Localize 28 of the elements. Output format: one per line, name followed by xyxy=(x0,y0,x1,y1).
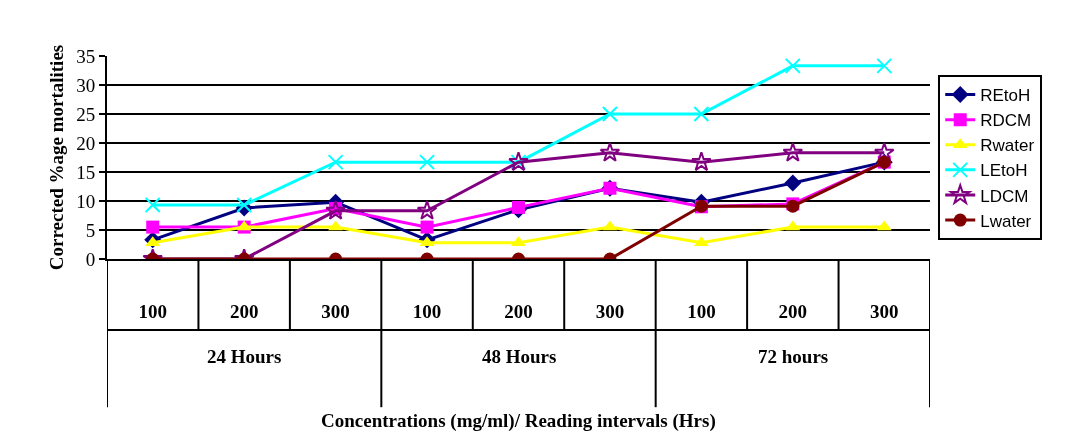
legend-label: Rwater xyxy=(980,136,1035,156)
x-tick-label: 300 xyxy=(870,300,899,322)
x-tick-label: 200 xyxy=(229,300,259,322)
y-tick-label: 30 xyxy=(76,74,96,96)
x-tick-label: 100 xyxy=(412,300,442,322)
y-tick-label: 20 xyxy=(76,132,96,154)
y-tick-label: 35 xyxy=(76,45,96,67)
x-tick-label: 300 xyxy=(595,300,625,322)
y-tick-label: 5 xyxy=(85,219,96,241)
legend-label: Lwater xyxy=(980,211,1032,231)
text: 24 Hours xyxy=(207,346,282,367)
legend-label: RDCM xyxy=(980,111,1032,131)
legend-label: REtoH xyxy=(980,86,1031,106)
x-axis-title: Concentrations (mg/ml)/ Reading intervals (Hrs) xyxy=(321,410,716,432)
legend-label: LEtoH xyxy=(980,161,1028,181)
y-tick-label: 25 xyxy=(76,103,96,125)
y-tick-label: 15 xyxy=(76,161,96,183)
legend-label: LDCM xyxy=(980,186,1029,206)
x-tick-label: 100 xyxy=(138,300,167,322)
x-tick-label: 200 xyxy=(778,300,808,322)
text: 72 hours xyxy=(758,346,829,367)
x-tick-label: 200 xyxy=(504,300,533,322)
y-tick-label: 0 xyxy=(85,248,96,270)
text: 48 Hours xyxy=(482,346,557,367)
x-tick-label: 300 xyxy=(321,300,350,322)
y-axis-title: Corrected %age mortalities xyxy=(45,44,67,271)
y-tick-label: 10 xyxy=(76,190,96,212)
x-tick-label: 100 xyxy=(687,300,716,322)
